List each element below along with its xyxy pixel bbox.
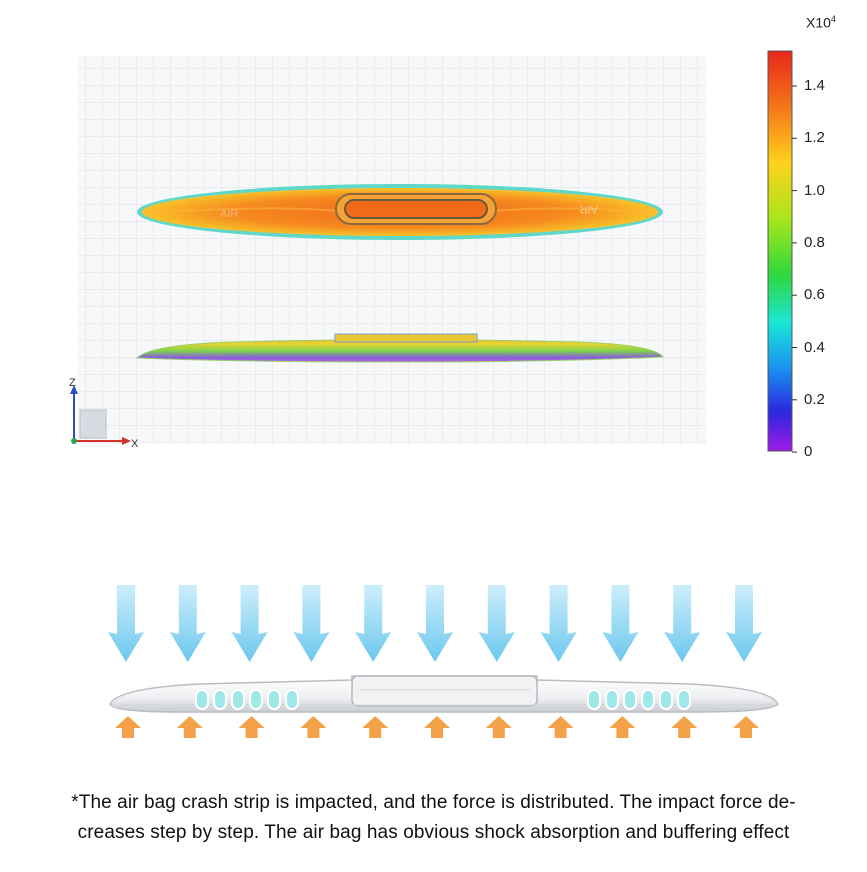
colorbar-exponent-power: 4 (830, 14, 836, 24)
air-cell (623, 689, 637, 710)
model-right-text: AIR (580, 203, 598, 215)
down-arrow-icon (169, 585, 206, 662)
down-arrow-icon (108, 585, 144, 662)
air-cell (213, 689, 227, 710)
simulation-grid (78, 56, 706, 444)
up-arrow-icon (547, 716, 574, 738)
model-left-text: AIR (220, 208, 238, 220)
up-arrow-icon (485, 716, 512, 738)
up-arrows (115, 716, 759, 738)
colorbar-tick-label: 0.2 (804, 390, 825, 408)
down-arrow-icon (231, 585, 268, 662)
up-arrow-icon (238, 716, 265, 738)
down-arrow-icon (355, 585, 392, 662)
air-cell (605, 689, 619, 710)
axis-z-label: Z (69, 377, 76, 389)
up-arrow-icon (176, 716, 203, 738)
colorbar-tick-label: 0.4 (804, 338, 825, 356)
colorbar-tick-label: 0.8 (804, 233, 825, 251)
airbag-strip (109, 675, 779, 713)
down-arrow-icon (540, 585, 577, 662)
colorbar-tick-label: 0.6 (804, 286, 825, 304)
axis-x-label: X (131, 438, 139, 450)
air-cell (641, 689, 655, 710)
axis-triad-icon (70, 385, 131, 445)
down-arrow-icon (726, 585, 762, 662)
air-cell (231, 689, 245, 710)
down-arrow-icon (417, 585, 453, 662)
air-cell (587, 689, 601, 710)
colorbar-exponent-base: X10 (806, 14, 831, 31)
colorbar-exponent: X104 (806, 14, 836, 31)
strip-top-view: AIR AIR (137, 184, 663, 240)
down-arrow-icon (664, 585, 701, 662)
up-arrow-icon (362, 716, 389, 738)
down-arrow-icon (478, 585, 515, 662)
air-cell (659, 689, 673, 710)
colorbar-tick-label: 0 (804, 443, 813, 461)
colorbar-tick-label: 1.4 (804, 77, 825, 94)
down-arrow-icon (293, 585, 330, 662)
down-arrow-icon (602, 585, 639, 662)
colorbar (767, 50, 793, 452)
up-arrow-icon (115, 716, 141, 738)
air-cell (285, 689, 299, 710)
up-arrow-icon (733, 716, 759, 738)
up-arrow-icon (300, 716, 327, 738)
caption: *The air bag crash strip is impacted, an… (0, 788, 867, 848)
up-arrow-icon (609, 716, 636, 738)
caption-line-2: creases step by step. The air bag has ob… (77, 822, 790, 843)
strip-side-view (135, 333, 664, 363)
caption-line-1: *The air bag crash strip is impacted, an… (71, 792, 796, 813)
colorbar-tick-label: 1.0 (804, 181, 825, 199)
air-cell (195, 689, 209, 710)
air-cell (677, 689, 691, 710)
up-arrow-icon (424, 716, 450, 738)
down-arrows (108, 585, 762, 662)
up-arrow-icon (671, 716, 698, 738)
air-cell (267, 689, 281, 710)
air-cell (249, 689, 263, 710)
colorbar-tick-label: 1.2 (804, 129, 825, 147)
